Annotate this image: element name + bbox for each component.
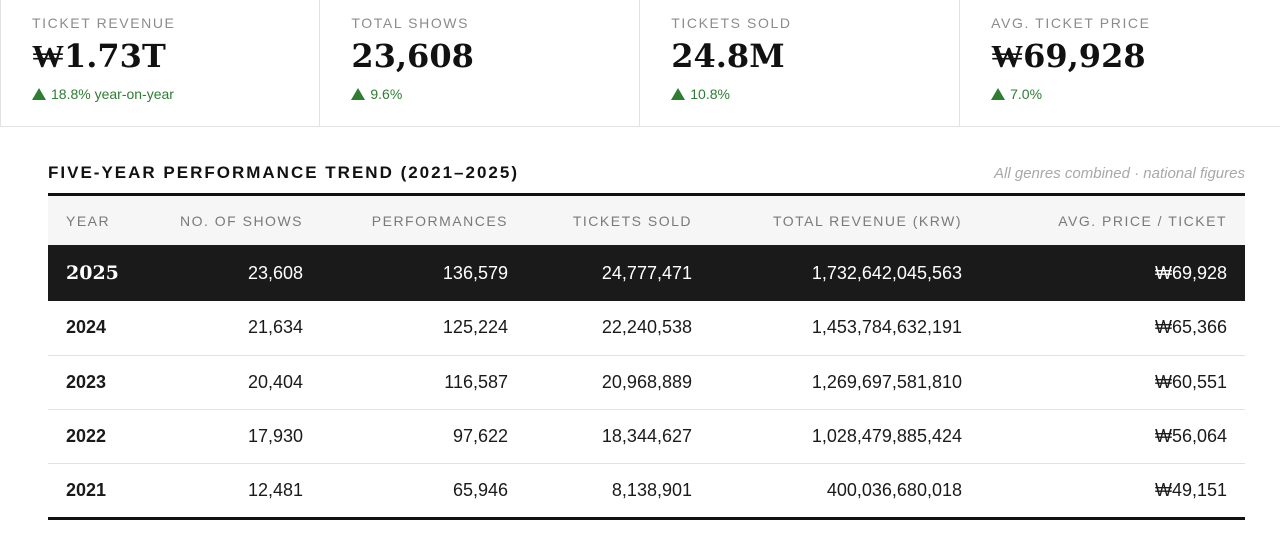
cell-year: 2021 (66, 479, 107, 500)
cell-shows: 12,481 (247, 479, 303, 500)
kpi-card-ticket-revenue: TICKET REVENUE ₩1.73T 18.8% year-on-year (0, 0, 321, 126)
kpi-value: 23,608 (351, 37, 474, 75)
cell-avg-price: ₩56,064 (980, 409, 1245, 464)
cell-shows: 23,608 (178, 245, 321, 301)
kpi-value: ₩1.73T (32, 37, 166, 75)
cell-avg-price: ₩69,928 (980, 245, 1245, 301)
cell-avg-price: ₩65,366 (980, 301, 1245, 356)
column-header-year: YEAR (48, 196, 178, 245)
kpi-card-avg-ticket-price: AVG. TICKET PRICE ₩69,928 7.0% (960, 0, 1280, 126)
section-title: FIVE-YEAR PERFORMANCE TREND (2021–2025) (48, 163, 519, 182)
cell-tickets-sold: 20,968,889 (526, 355, 710, 410)
up-arrow-icon (351, 88, 366, 100)
kpi-label: AVG. TICKET PRICE (991, 15, 1151, 31)
cell-shows: 21,634 (178, 301, 321, 356)
column-header-total-revenue: TOTAL REVENUE (KRW) (710, 196, 980, 245)
cell-shows: 17,930 (178, 409, 321, 464)
kpi-value: 24.8M (671, 37, 785, 75)
table-row: 2023 20,404 116,587 20,968,889 1,269,697… (48, 355, 1245, 410)
cell-year: 2025 (48, 245, 178, 301)
cell-performances: 125,224 (321, 301, 526, 356)
kpi-delta-text: 18.8% year-on-year (51, 86, 174, 102)
kpi-delta-text: 10.8% (690, 86, 730, 102)
cell-tickets-sold: 24,777,471 (526, 245, 710, 301)
kpi-delta: 18.8% year-on-year (32, 86, 319, 102)
section-note: All genres combined · national figures (994, 164, 1245, 182)
kpi-delta-text: 9.6% (370, 86, 403, 102)
table-header-row: YEAR NO. OF SHOWS PERFORMANCES TICKETS S… (48, 196, 1245, 245)
cell-total-revenue: 1,028,479,885,424 (710, 409, 980, 464)
kpi-label: TICKET REVENUE (32, 15, 176, 31)
column-header-avg-price: AVG. PRICE / TICKET (980, 196, 1245, 245)
kpi-delta-text: 7.0% (1010, 86, 1043, 102)
cell-tickets-sold: 22,240,538 (526, 301, 710, 356)
kpi-strip: TICKET REVENUE ₩1.73T 18.8% year-on-year… (0, 0, 1280, 127)
cell-year: 2024 (48, 301, 178, 356)
cell-performances: 65,946 (452, 479, 508, 500)
up-arrow-icon (991, 88, 1006, 100)
kpi-card-tickets-sold: TICKETS SOLD 24.8M 10.8% (640, 0, 961, 126)
cell-tickets-sold: 8,138,901 (611, 479, 692, 500)
up-arrow-icon (671, 88, 686, 100)
cell-performances: 116,587 (321, 355, 526, 410)
cell-avg-price: ₩49,151 (1154, 479, 1227, 500)
kpi-label: TICKETS SOLD (671, 15, 792, 31)
cell-total-revenue: 1,732,642,045,563 (710, 245, 980, 301)
table-row-highlighted: 2025 23,608 136,579 24,777,471 1,732,642… (48, 245, 1245, 301)
section-header: FIVE-YEAR PERFORMANCE TREND (2021–2025) … (48, 160, 1245, 186)
column-header-shows: NO. OF SHOWS (178, 196, 321, 245)
cell-total-revenue: 1,269,697,581,810 (710, 355, 980, 410)
trend-table: YEAR NO. OF SHOWS PERFORMANCES TICKETS S… (48, 196, 1245, 517)
kpi-card-total-shows: TOTAL SHOWS 23,608 9.6% (320, 0, 641, 126)
trend-table-container: YEAR NO. OF SHOWS PERFORMANCES TICKETS S… (48, 193, 1245, 520)
cell-year: 2022 (48, 409, 178, 464)
cell-tickets-sold: 18,344,627 (526, 409, 710, 464)
table-row: 2024 21,634 125,224 22,240,538 1,453,784… (48, 301, 1245, 356)
up-arrow-icon (32, 88, 46, 100)
kpi-label: TOTAL SHOWS (351, 15, 470, 31)
kpi-delta: 10.8% (671, 86, 959, 102)
column-header-tickets-sold: TICKETS SOLD (526, 196, 710, 245)
cell-year: 2023 (48, 355, 178, 410)
cell-avg-price: ₩60,551 (980, 355, 1245, 410)
cell-performances: 97,622 (321, 409, 526, 464)
cell-total-revenue: 1,453,784,632,191 (710, 301, 980, 356)
cell-performances: 136,579 (321, 245, 526, 301)
table-row: 2021 12,481 65,946 8,138,901 400,036,680… (48, 463, 1245, 517)
cell-shows: 20,404 (178, 355, 321, 410)
kpi-delta: 9.6% (351, 86, 639, 102)
kpi-value: ₩69,928 (991, 37, 1146, 75)
kpi-delta: 7.0% (991, 86, 1280, 102)
column-header-performances: PERFORMANCES (321, 196, 526, 245)
cell-total-revenue: 400,036,680,018 (826, 479, 962, 500)
table-row: 2022 17,930 97,622 18,344,627 1,028,479,… (48, 409, 1245, 464)
